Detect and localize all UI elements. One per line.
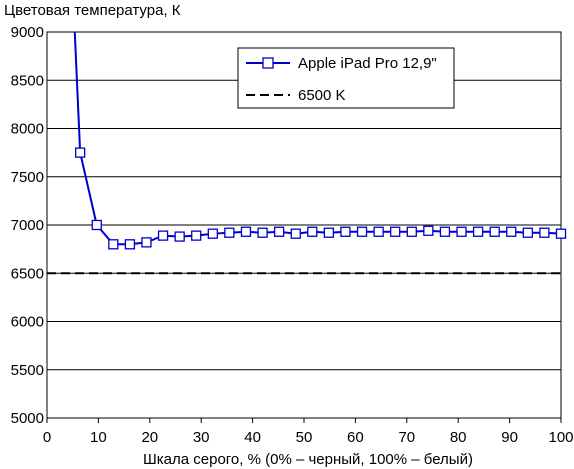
data-point <box>273 226 285 237</box>
data-point <box>191 230 202 241</box>
x-tick-label: 100 <box>548 429 573 446</box>
data-point <box>340 226 351 237</box>
y-tick-label: 5000 <box>11 410 44 427</box>
x-axis-ticks: 0 10 20 30 40 50 60 70 80 90 100 <box>43 418 574 446</box>
y-tick-label: 9000 <box>11 24 44 41</box>
x-tick-label: 0 <box>43 429 51 446</box>
x-axis-title: Шкала серого, % (0% – черный, 100% – бел… <box>143 451 473 468</box>
data-point <box>390 226 401 237</box>
y-tick-label: 5500 <box>11 362 44 379</box>
y-tick-label: 7000 <box>11 217 44 234</box>
y-tick-label: 8500 <box>11 72 44 89</box>
data-point <box>290 228 301 239</box>
data-point <box>555 228 567 239</box>
legend: Apple iPad Pro 12,9" 6500 K <box>237 47 455 109</box>
data-point <box>157 230 169 241</box>
y-axis-title: Цветовая температура, К <box>4 2 181 19</box>
data-point <box>207 228 218 239</box>
data-point <box>406 226 417 237</box>
x-tick-label: 70 <box>398 429 415 446</box>
data-point <box>75 147 86 158</box>
x-tick-label: 60 <box>347 429 364 446</box>
legend-label-6500k: 6500 K <box>298 87 346 104</box>
y-axis-ticks: 5000 5500 6000 6500 7000 7500 8000 8500 9000 <box>11 24 44 427</box>
data-point <box>472 226 484 237</box>
x-tick-label: 40 <box>244 429 261 446</box>
data-point <box>257 227 268 238</box>
data-point <box>108 239 119 250</box>
data-point <box>141 237 152 248</box>
data-point <box>356 226 368 237</box>
data-point <box>174 231 185 242</box>
x-tick-label: 50 <box>296 429 313 446</box>
data-point <box>506 226 517 237</box>
x-tick-label: 90 <box>501 429 518 446</box>
data-point <box>489 226 500 237</box>
series-layer <box>47 31 567 275</box>
legend-label-ipad: Apple iPad Pro 12,9" <box>298 55 437 72</box>
data-point <box>240 226 252 237</box>
y-tick-label: 8000 <box>11 121 44 138</box>
y-tick-label: 6500 <box>11 265 44 282</box>
x-tick-label: 30 <box>193 429 210 446</box>
x-tick-label: 10 <box>90 429 107 446</box>
x-tick-label: 20 <box>141 429 158 446</box>
data-point <box>307 226 318 237</box>
data-point <box>124 239 136 250</box>
legend-marker-ipad <box>262 57 274 69</box>
y-tick-label: 7500 <box>11 169 44 186</box>
data-point <box>323 227 335 238</box>
data-point <box>439 226 451 237</box>
data-point <box>423 225 434 236</box>
data-point <box>91 219 102 231</box>
y-tick-label: 6000 <box>11 314 44 331</box>
data-point <box>224 227 235 238</box>
legend-box <box>237 47 455 109</box>
data-point <box>456 226 467 237</box>
x-tick-label: 80 <box>450 429 467 446</box>
data-point <box>522 227 533 238</box>
data-point <box>539 227 550 238</box>
data-point <box>373 226 384 237</box>
